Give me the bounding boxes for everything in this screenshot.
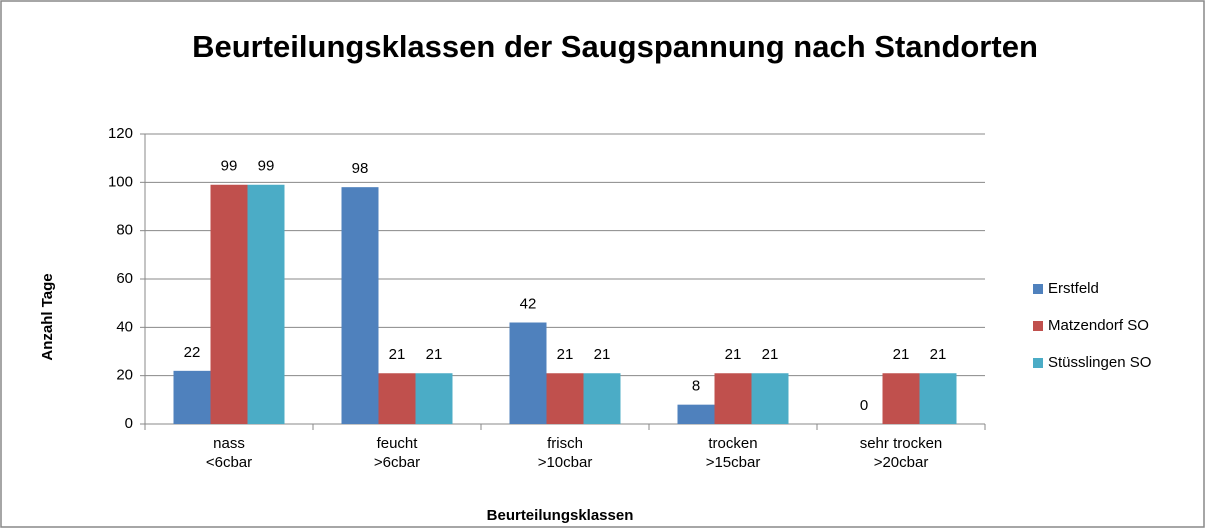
data-label: 22 bbox=[184, 344, 201, 361]
x-tick-label: nass bbox=[213, 435, 245, 452]
bar bbox=[919, 373, 957, 424]
bar bbox=[173, 370, 211, 424]
data-label: 0 bbox=[860, 397, 868, 414]
x-tick-label: >6cbar bbox=[374, 454, 420, 471]
y-tick-label: 20 bbox=[116, 367, 133, 384]
legend-swatch bbox=[1033, 284, 1043, 294]
bar bbox=[247, 184, 285, 424]
bar bbox=[751, 373, 789, 424]
bar bbox=[210, 184, 248, 424]
y-tick-label: 0 bbox=[125, 415, 133, 432]
data-label: 99 bbox=[258, 158, 275, 175]
data-label: 42 bbox=[520, 295, 537, 312]
legend-swatch bbox=[1033, 321, 1043, 331]
x-tick-label: frisch bbox=[547, 435, 583, 452]
y-tick-label: 80 bbox=[116, 222, 133, 239]
y-axis-label: Anzahl Tage bbox=[39, 273, 56, 360]
bar bbox=[415, 373, 453, 424]
bar bbox=[882, 373, 920, 424]
data-label: 21 bbox=[725, 346, 742, 363]
x-axis-label: Beurteilungsklassen bbox=[487, 507, 634, 524]
x-tick-label: <6cbar bbox=[206, 454, 252, 471]
x-tick-label: sehr trocken bbox=[860, 435, 943, 452]
y-tick-label: 100 bbox=[108, 173, 133, 190]
legend-label: Erstfeld bbox=[1048, 280, 1099, 297]
legend-label: Matzendorf SO bbox=[1048, 317, 1149, 334]
data-label: 21 bbox=[557, 346, 574, 363]
bar bbox=[509, 322, 547, 424]
x-tick-label: >10cbar bbox=[538, 454, 593, 471]
y-tick-label: 60 bbox=[116, 270, 133, 287]
data-label: 99 bbox=[221, 158, 238, 175]
bar bbox=[677, 404, 715, 424]
y-tick-label: 120 bbox=[108, 125, 133, 142]
data-label: 21 bbox=[594, 346, 611, 363]
legend-swatch bbox=[1033, 358, 1043, 368]
x-tick-label: feucht bbox=[377, 435, 419, 452]
legend-label: Stüsslingen SO bbox=[1048, 354, 1151, 371]
x-tick-label: >20cbar bbox=[874, 454, 929, 471]
data-label: 21 bbox=[389, 346, 406, 363]
y-tick-label: 40 bbox=[116, 318, 133, 335]
bar bbox=[378, 373, 416, 424]
x-tick-label: trocken bbox=[708, 435, 757, 452]
x-tick-label: >15cbar bbox=[706, 454, 761, 471]
bar bbox=[583, 373, 621, 424]
bar bbox=[341, 187, 379, 424]
data-label: 21 bbox=[426, 346, 443, 363]
data-label: 21 bbox=[930, 346, 947, 363]
bar bbox=[714, 373, 752, 424]
bar bbox=[546, 373, 584, 424]
data-label: 21 bbox=[893, 346, 910, 363]
data-label: 98 bbox=[352, 160, 369, 177]
data-label: 21 bbox=[762, 346, 779, 363]
chart-title: Beurteilungsklassen der Saugspannung nac… bbox=[192, 29, 1038, 64]
data-label: 8 bbox=[692, 378, 700, 395]
